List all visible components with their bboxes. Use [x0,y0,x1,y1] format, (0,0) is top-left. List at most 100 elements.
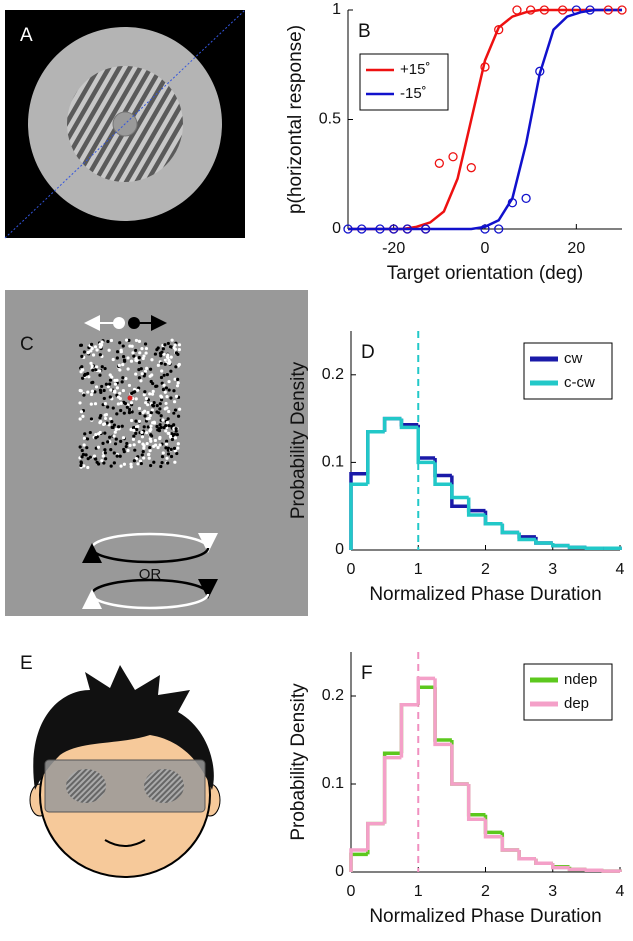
dot [152,401,156,405]
dot [103,366,107,371]
dot [154,443,158,447]
dot [94,385,99,389]
dot [172,400,177,404]
dot [151,389,155,393]
dot [79,343,84,347]
dot [124,376,128,381]
dot [80,354,84,358]
dot [130,410,134,414]
dot [78,388,82,393]
dot [89,402,93,406]
histogram-step [399,418,419,427]
dot [126,356,130,360]
data-point [434,158,444,168]
dot [101,454,105,458]
y-tick-label: 0.2 [322,687,344,704]
diagonal [4,9,246,239]
dot [101,441,105,445]
dot [176,352,180,357]
dot [172,345,176,350]
dot [132,443,136,447]
dot [177,407,182,411]
dot [119,348,123,352]
histogram-step [567,867,587,872]
data-point [539,5,550,15]
dot [97,432,101,436]
data-point [494,224,504,234]
dot [140,372,144,376]
lens [144,769,184,803]
dot [167,361,172,365]
histogram-step [500,523,520,535]
dot [98,353,102,357]
data-point [557,5,568,15]
dot [150,392,155,396]
dot [164,429,168,433]
dot [175,451,179,456]
dot [134,431,138,435]
legend-label: dep [564,695,589,712]
dot [109,388,113,392]
dot [119,439,123,443]
legend-label: c-cw [564,374,595,391]
dot [149,367,153,371]
dot [139,379,143,383]
histogram-step [517,532,536,539]
dot [137,368,141,372]
dot [166,461,170,465]
dot [176,446,180,450]
histogram-step [433,458,452,478]
histogram-step [416,685,436,705]
histogram-step [366,429,385,474]
dot [103,416,108,421]
panel-label: B [358,21,371,42]
dot [124,444,128,449]
dot [120,424,124,428]
dot [132,459,136,463]
dot [121,436,126,440]
x-axis-label: Normalized Phase Duration [369,584,601,605]
dot [141,356,145,361]
dot [141,411,145,415]
histogram-step [433,462,452,487]
dot [136,462,140,466]
dot [163,390,167,394]
dot [129,462,133,466]
data-point [480,62,490,72]
dot [170,437,175,442]
hair [33,665,214,790]
dot [126,367,130,371]
x-tick-label: 4 [616,561,625,578]
dot [138,459,143,463]
dot [138,351,142,355]
dot [137,406,142,411]
dot [90,346,94,351]
dot [158,436,162,441]
dot [89,392,94,397]
dot [127,411,132,415]
arc [82,543,210,564]
dot [113,430,117,434]
dot [112,390,117,394]
dot [80,448,84,453]
dot [148,392,152,396]
dot [153,438,157,443]
dot [159,464,163,469]
dot [143,390,147,394]
dot [160,350,164,354]
dot [141,450,145,454]
data-point [420,224,431,234]
data-point [512,5,522,15]
y-axis-label: Probability Density [288,683,309,841]
histogram-step [517,532,536,542]
dot [79,461,83,465]
dot [176,442,180,446]
dot [131,437,136,441]
dot [134,397,138,401]
dot [108,435,112,439]
dot [113,382,118,386]
dot [146,425,150,429]
dot [106,385,110,389]
dot [126,448,130,453]
